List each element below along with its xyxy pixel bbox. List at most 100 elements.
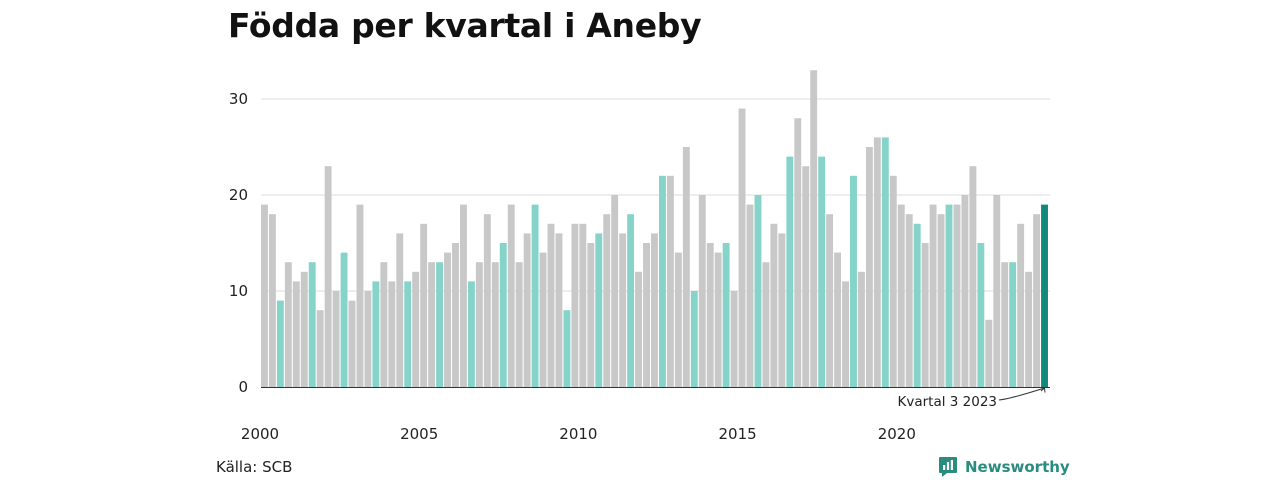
bar (651, 233, 658, 387)
bar (579, 223, 587, 387)
bar (826, 214, 834, 387)
bar (778, 233, 786, 387)
bar (372, 281, 380, 387)
bar (595, 233, 603, 387)
bar (611, 195, 619, 387)
bar (380, 262, 388, 387)
bar (261, 204, 268, 387)
bar (1033, 214, 1041, 387)
bar (913, 223, 921, 387)
bar (467, 281, 475, 387)
x-tick-label: 2015 (719, 425, 757, 443)
bar (627, 214, 635, 387)
bar (284, 262, 292, 387)
bar (603, 214, 611, 387)
bar (1009, 262, 1017, 387)
bar (834, 252, 842, 387)
bar (483, 214, 491, 387)
bar (993, 195, 1001, 387)
bar (969, 166, 977, 387)
bar (921, 243, 929, 387)
bar (523, 233, 531, 387)
annotation-arrowhead (1040, 387, 1046, 393)
bar (985, 319, 993, 387)
bar (587, 243, 595, 387)
y-tick-label: 0 (238, 378, 248, 396)
bar (555, 233, 563, 387)
y-tick-label: 20 (229, 186, 248, 204)
bar (356, 204, 364, 387)
bar (810, 70, 818, 387)
bars (261, 70, 1048, 387)
bar (897, 204, 905, 387)
bar (714, 252, 722, 387)
bar (563, 310, 571, 387)
annotation: Kvartal 3 2023 (897, 387, 1046, 410)
annotation-arrow (998, 387, 1045, 401)
bar (292, 281, 300, 387)
bar (706, 243, 714, 387)
bar (276, 300, 284, 387)
bar (491, 262, 499, 387)
bar (1001, 262, 1009, 387)
brand-logo: Newsworthy (938, 456, 1070, 478)
bar (659, 175, 666, 387)
bar (515, 262, 523, 387)
bar (324, 166, 332, 387)
bar (762, 262, 770, 387)
bar (905, 214, 913, 387)
bar (444, 252, 451, 387)
bar (794, 118, 802, 387)
bar (945, 204, 953, 387)
bar (674, 252, 682, 387)
bar (308, 262, 316, 387)
bar (929, 204, 937, 387)
bar (316, 310, 324, 387)
bar (961, 195, 969, 387)
bar (412, 271, 420, 387)
source-note: Källa: SCB (216, 458, 293, 476)
bar (850, 175, 857, 387)
x-tick-label: 2000 (241, 425, 279, 443)
bar (698, 195, 706, 387)
bar (643, 243, 650, 387)
bar (818, 156, 826, 387)
bar (475, 262, 483, 387)
bar (436, 262, 444, 387)
bar (348, 300, 356, 387)
bar (460, 204, 467, 387)
bar (396, 233, 404, 387)
x-tick-label: 2005 (400, 425, 438, 443)
bar (268, 214, 276, 387)
bar (977, 243, 985, 387)
bar (404, 281, 412, 387)
y-tick-label: 10 (229, 282, 248, 300)
bar (786, 156, 794, 387)
bar (539, 252, 547, 387)
bar (754, 195, 762, 387)
bar (873, 137, 881, 387)
bar (619, 233, 627, 387)
bar (730, 291, 738, 387)
bar (722, 243, 730, 387)
bar (364, 291, 372, 387)
bar (571, 223, 579, 387)
chart-logo-icon (939, 457, 957, 477)
bar (499, 243, 507, 387)
y-tick-label: 30 (229, 90, 248, 108)
bar (1017, 223, 1025, 387)
bar (865, 147, 873, 387)
bar (746, 204, 754, 387)
y-axis-ticks: 0 10 20 30 (229, 90, 248, 396)
bar (388, 281, 396, 387)
x-axis-ticks: 2000 2005 2010 2015 2020 (241, 425, 916, 443)
bar (1041, 204, 1048, 387)
chart-title: Födda per kvartal i Aneby (228, 6, 702, 45)
annotation-label: Kvartal 3 2023 (897, 394, 997, 410)
bar (428, 262, 436, 387)
bar (452, 243, 459, 387)
bar (682, 147, 690, 387)
x-tick-label: 2010 (559, 425, 597, 443)
bar (690, 291, 698, 387)
